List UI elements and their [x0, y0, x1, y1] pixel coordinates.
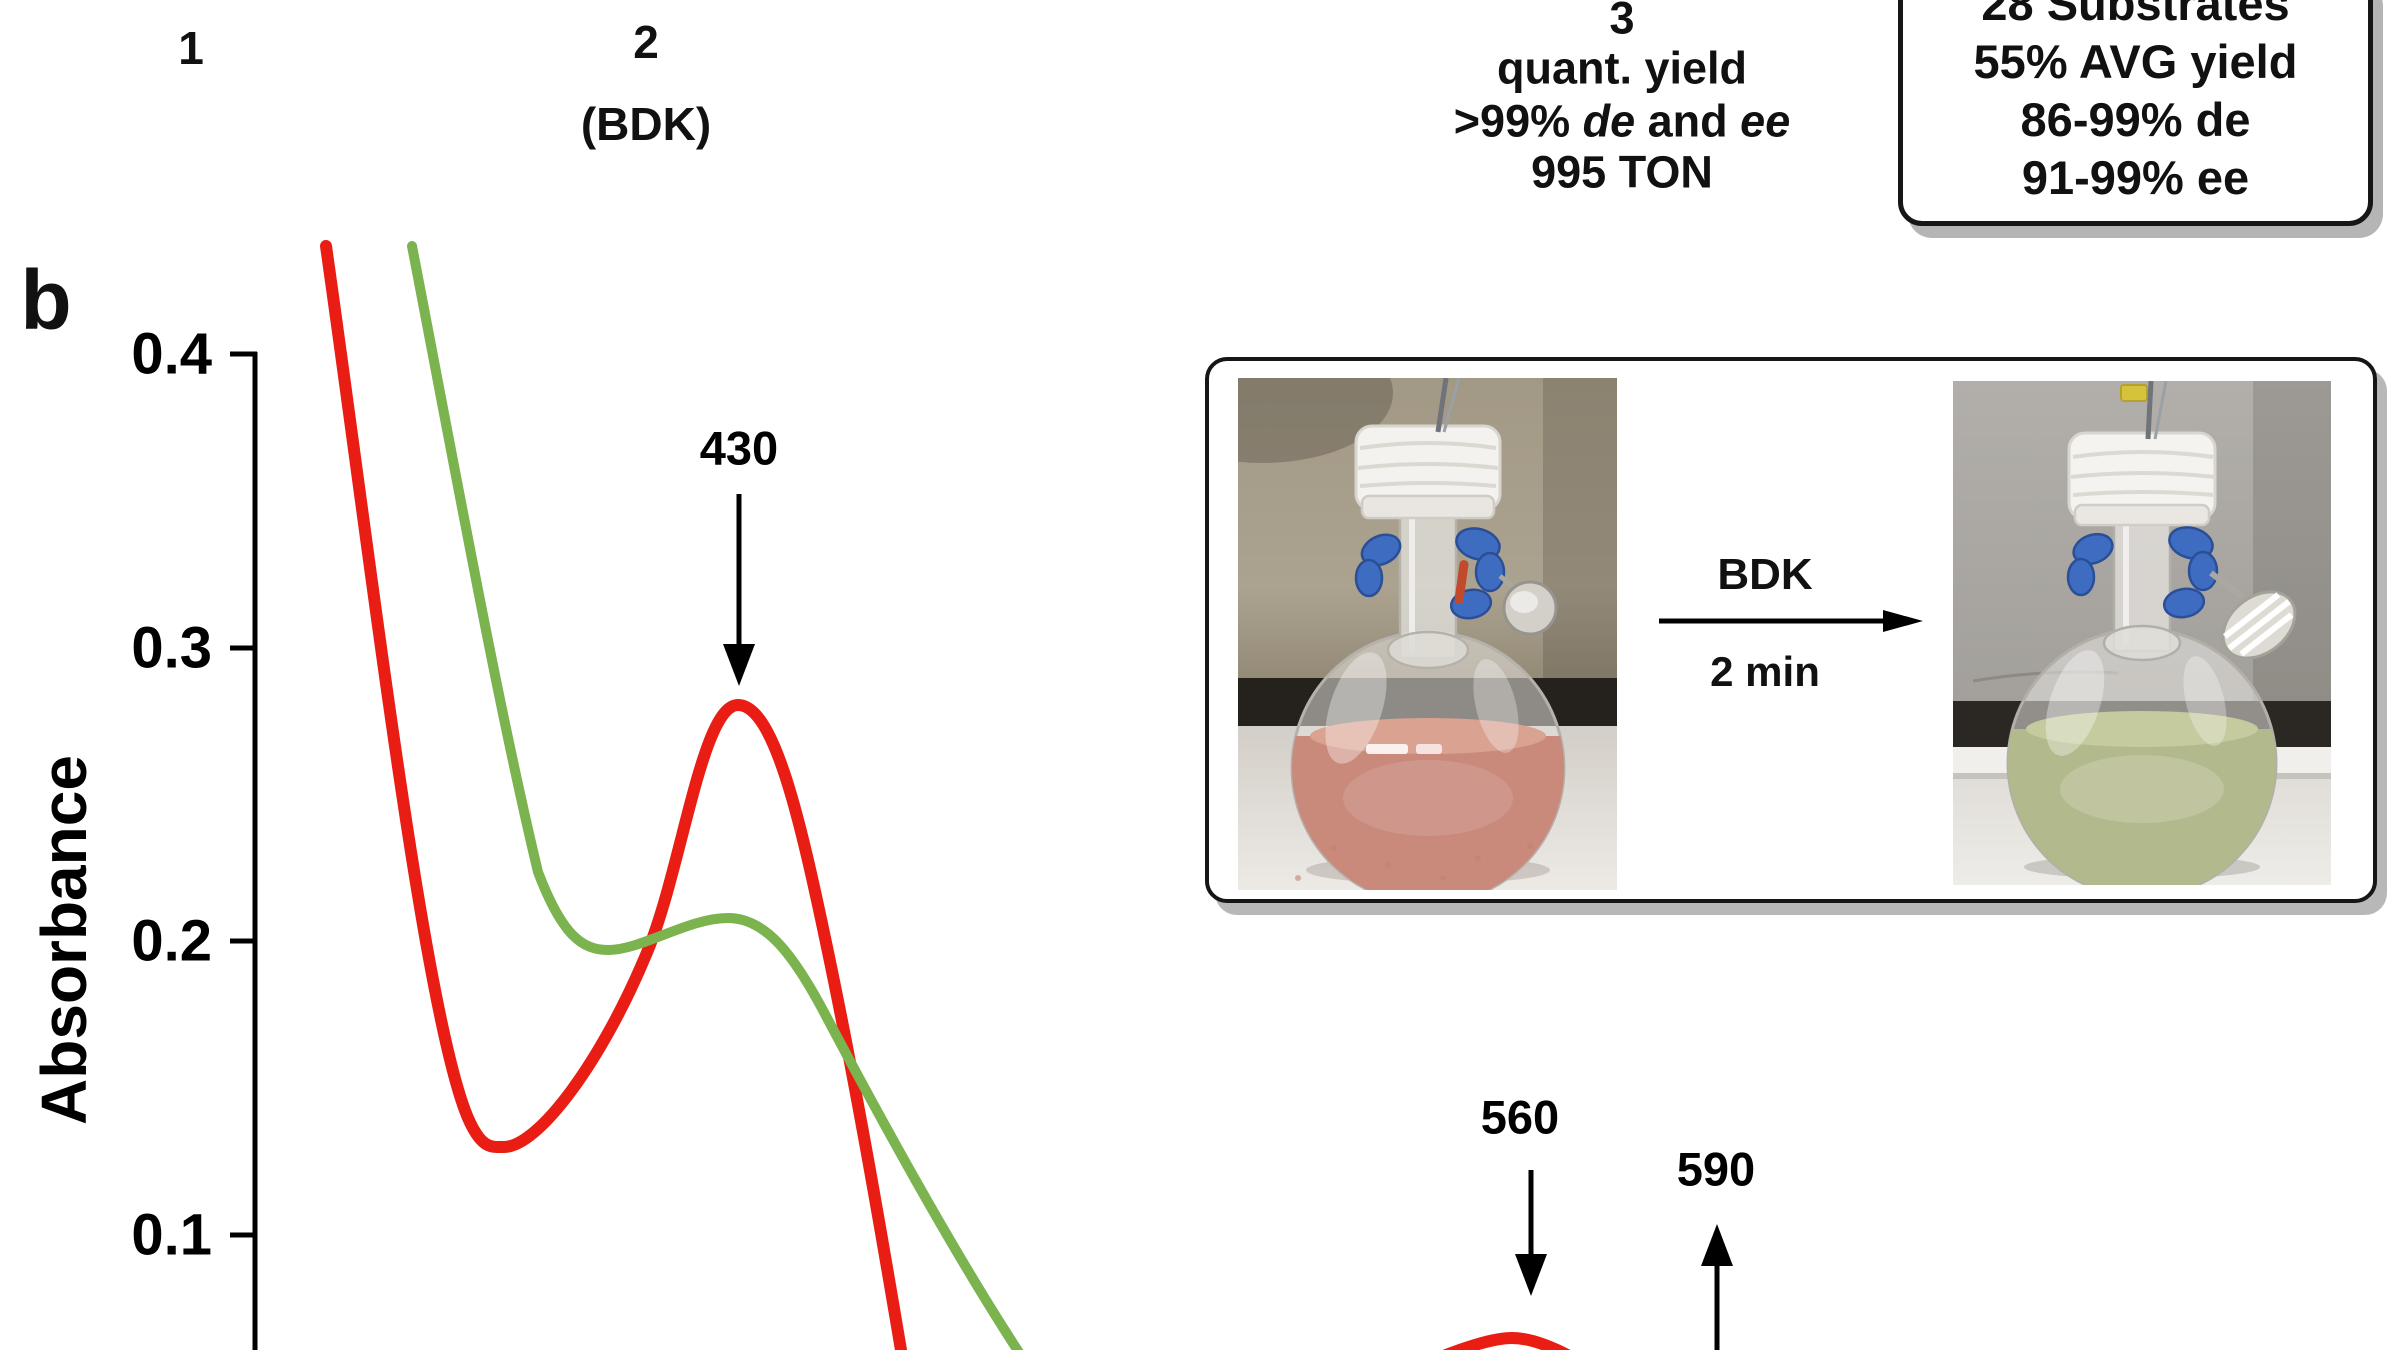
wall-dark-edge: [1543, 378, 1617, 678]
compound-1-label: 1: [178, 22, 204, 74]
round-bottom-flask-before: [1290, 378, 1566, 890]
cap-ridges: [1357, 441, 1499, 488]
cap-ridges-after: [2070, 450, 2216, 497]
compound-2-bdk-label: (BDK): [580, 98, 712, 150]
y-axis-title: Absorbance: [28, 755, 100, 1125]
substrate-summary-box: 28 Substrates 55% AVG yield 86-99% de 91…: [1898, 0, 2373, 226]
summary-substrates: 28 Substrates: [1981, 0, 2290, 30]
red-spectrum-curve: [320, 240, 1571, 1350]
wall-shadow-patch: [1238, 378, 1393, 463]
keck-clips: [1354, 527, 1506, 620]
inset-time-label: 2 min: [1710, 648, 1820, 695]
glass-reflection-right-after: [2183, 656, 2227, 746]
summary-ee-range: 91-99% ee: [2021, 151, 2250, 204]
green-liquid-surface: [2026, 711, 2258, 747]
needle: [1435, 378, 1449, 433]
arrow-up-590-icon: [1701, 1224, 1733, 1266]
needle-2-after: [2153, 381, 2168, 440]
spatula-handle: [2209, 570, 2245, 600]
ground-glass-joint-after: [2102, 624, 2182, 662]
needle-2: [1442, 378, 1461, 433]
inset-reagent-label: BDK: [1717, 550, 1813, 599]
liquid-highlight: [1343, 760, 1513, 836]
y-tick-label-0.2: 0.2: [131, 909, 212, 974]
ee-italic: ee: [1740, 95, 1791, 147]
pink-liquid: [1292, 736, 1564, 890]
reaction-arrow-right-icon: [1659, 610, 1923, 632]
y-tick-label-0.3: 0.3: [131, 616, 212, 681]
y-tick-label-0.4: 0.4: [131, 322, 212, 387]
ground-glass-joint: [1386, 630, 1470, 670]
arrow-down-560-icon: [1515, 1254, 1547, 1296]
arrow-down-430-icon: [723, 644, 755, 686]
summary-avg-yield: 55% AVG yield: [1973, 35, 2298, 88]
bench-residue-specks: [1295, 843, 1533, 881]
de-italic: de: [1582, 95, 1636, 147]
light-reflection-bar-2: [1416, 744, 1442, 754]
compound-3-ton: 995 TON: [1531, 146, 1713, 198]
panel-b-label: b: [20, 253, 72, 347]
light-reflection-bar: [1366, 744, 1408, 754]
striped-spatula-paddle: [2221, 590, 2297, 660]
annotation-430-label: 430: [700, 422, 778, 475]
cap-flange: [1360, 494, 1496, 520]
green-spectrum-curve: [407, 241, 1024, 1350]
glass-reflection-left: [1325, 652, 1387, 764]
compound-3-yield: quant. yield: [1496, 42, 1748, 94]
y-tick-label-0.1: 0.1: [131, 1203, 212, 1268]
de-ee-prefix: >99%: [1453, 95, 1583, 147]
disc-highlight: [1510, 591, 1538, 613]
needle-after: [2145, 381, 2154, 440]
cap-flange-after: [2073, 503, 2211, 527]
compound-3-label: 3: [1609, 0, 1635, 44]
compound-2-label: 2: [633, 16, 659, 68]
annotation-560-label: 560: [1481, 1091, 1559, 1144]
keck-clips-after: [2066, 526, 2219, 619]
flask-photo-before: [1238, 378, 1617, 890]
summary-de-range: 86-99% de: [2020, 93, 2251, 146]
liquid-highlight-after: [2060, 755, 2224, 823]
annotation-590-label: 590: [1677, 1143, 1755, 1196]
yellow-clamp-bit: [2120, 384, 2148, 402]
green-liquid: [2008, 729, 2276, 885]
flask-photo-after: [1953, 381, 2331, 885]
flask-photos-inset-box: BDK 2 min: [1205, 357, 2377, 903]
orange-clip-bit: [1454, 560, 1469, 604]
glass-reflection-right: [1473, 659, 1519, 753]
de-ee-mid: and: [1635, 95, 1741, 147]
glass-reflection-left-after: [2045, 650, 2105, 756]
round-bottom-flask-after: [2006, 381, 2297, 885]
compound-3-de-ee: >99% de and ee: [1454, 99, 1790, 144]
